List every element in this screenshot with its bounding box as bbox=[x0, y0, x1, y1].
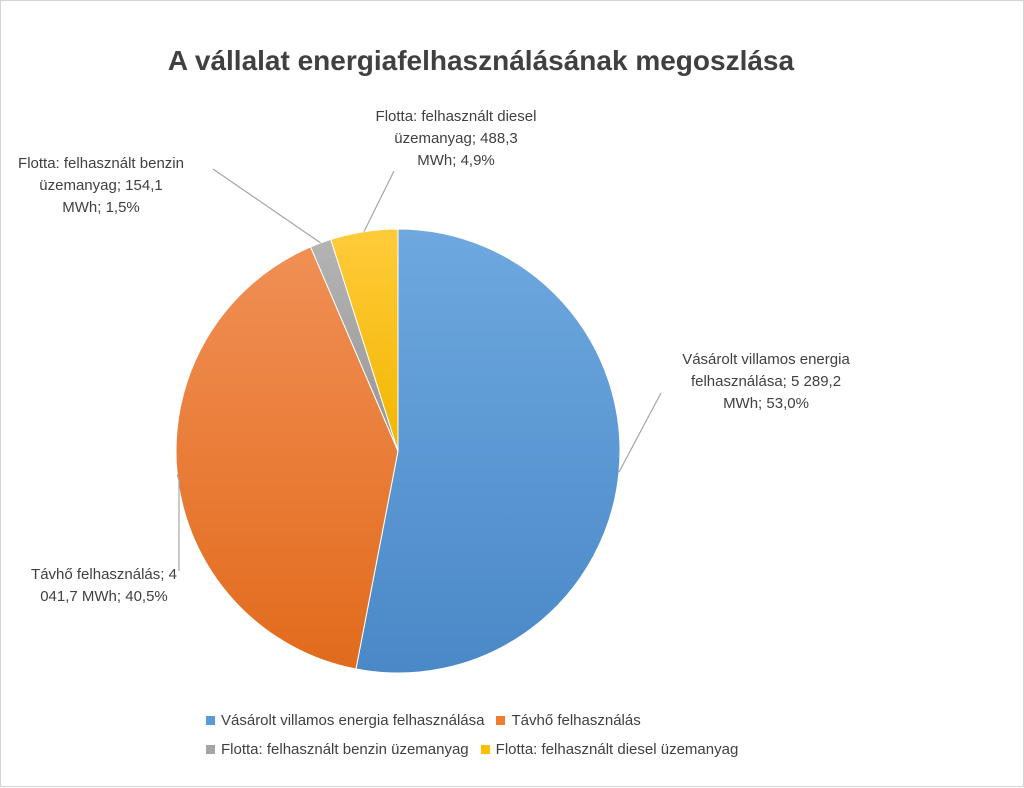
legend-item-tavho: Távhő felhasználás bbox=[496, 712, 641, 729]
legend-label-benzin: Flotta: felhasznált benzin üzemanyag bbox=[221, 741, 469, 758]
leader-line-diesel bbox=[363, 170, 395, 232]
legend-item-diesel: Flotta: felhasznált diesel üzemanyag bbox=[480, 741, 739, 758]
leader-line-villamos bbox=[618, 392, 662, 473]
data-label-villamos: Vásárolt villamos energia felhasználása; … bbox=[641, 349, 891, 415]
chart-title: A vállalat energiafelhasználásának megos… bbox=[167, 45, 795, 76]
data-label-benzin-line: Flotta: felhasznált benzin bbox=[18, 155, 184, 172]
data-label-benzin: Flotta: felhasznált benzin üzemanyag; 154… bbox=[1, 153, 201, 219]
legend-swatch-villamos bbox=[206, 716, 215, 725]
data-label-villamos-line: felhasználása; 5 289,2 bbox=[690, 373, 842, 390]
pie-slice-villamos bbox=[355, 228, 621, 674]
legend-item-benzin: Flotta: felhasznált benzin üzemanyag bbox=[206, 741, 469, 758]
data-label-diesel-line: MWh; 4,9% bbox=[417, 152, 495, 169]
data-label-diesel-line: Flotta: felhasznált diesel bbox=[375, 108, 537, 125]
legend: Vásárolt villamos energia felhasználása … bbox=[206, 712, 826, 770]
data-label-tavho-line: 041,7 MWh; 40,5% bbox=[40, 588, 168, 605]
legend-label-villamos: Vásárolt villamos energia felhasználása bbox=[221, 712, 485, 729]
legend-label-tavho: Távhő felhasználás bbox=[511, 712, 641, 729]
legend-swatch-benzin bbox=[206, 745, 215, 754]
data-label-diesel: Flotta: felhasznált diesel üzemanyag; 488… bbox=[341, 106, 571, 172]
legend-swatch-tavho bbox=[496, 716, 506, 725]
data-label-diesel-line: üzemanyag; 488,3 bbox=[394, 130, 518, 147]
leader-line-tavho bbox=[176, 474, 180, 571]
pie-slice-diesel bbox=[330, 228, 399, 452]
data-label-villamos-line: MWh; 53,0% bbox=[723, 395, 809, 412]
legend-item-villamos: Vásárolt villamos energia felhasználása bbox=[206, 712, 484, 729]
legend-swatch-diesel bbox=[480, 745, 490, 754]
data-label-tavho: Távhő felhasználás; 4 041,7 MWh; 40,5% bbox=[9, 564, 199, 608]
data-label-villamos-line: Vásárolt villamos energia bbox=[682, 351, 850, 368]
data-label-benzin-line: üzemanyag; 154,1 bbox=[39, 177, 163, 194]
legend-label-diesel: Flotta: felhasznált diesel üzemanyag bbox=[495, 741, 739, 758]
data-label-tavho-line: Távhő felhasználás; 4 bbox=[31, 566, 177, 583]
data-label-benzin-line: MWh; 1,5% bbox=[62, 199, 140, 216]
leader-line-benzin bbox=[212, 168, 321, 244]
